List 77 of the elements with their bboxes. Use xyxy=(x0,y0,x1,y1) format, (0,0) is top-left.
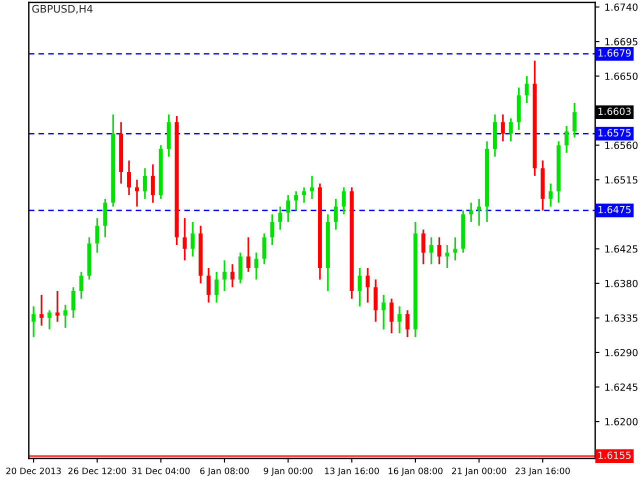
y-tick-label: 1.6740 xyxy=(605,3,638,11)
candlestick xyxy=(103,198,108,238)
candlestick xyxy=(572,102,577,138)
candlestick xyxy=(55,290,60,323)
ref-line-label: 1.6155 xyxy=(598,452,631,459)
x-tick-label: 6 Jan 08:00 xyxy=(200,468,249,476)
candlestick xyxy=(230,263,234,288)
candlestick xyxy=(190,221,195,258)
candlestick xyxy=(374,278,378,323)
candlestick xyxy=(310,175,314,200)
candlestick xyxy=(254,252,258,280)
candlestick xyxy=(142,167,147,200)
candlestick xyxy=(302,186,306,204)
candlestick xyxy=(278,206,282,230)
candlestick xyxy=(453,236,458,262)
x-tick-label: 13 Jan 16:00 xyxy=(325,468,379,476)
candlestick xyxy=(150,164,155,204)
candlestick xyxy=(286,194,290,223)
x-tick-label: 9 Jan 00:00 xyxy=(264,468,312,476)
candlestick xyxy=(246,236,250,273)
y-tick-label: 1.6650 xyxy=(605,72,638,80)
candlestick xyxy=(182,217,187,262)
candlestick xyxy=(127,160,132,196)
candlestick xyxy=(524,75,529,104)
candlestick xyxy=(294,190,298,212)
candlestick xyxy=(477,198,482,227)
ref-line-label: 1.6575 xyxy=(598,129,631,136)
candlestick xyxy=(342,186,346,216)
candlestick xyxy=(469,202,474,223)
candlestick xyxy=(238,252,242,284)
candlestick xyxy=(214,271,219,304)
y-tick-label: 1.6200 xyxy=(605,418,638,426)
candlestick xyxy=(366,267,370,304)
candlestick xyxy=(63,304,68,329)
candlestick xyxy=(405,309,410,338)
y-tick-label: 1.6515 xyxy=(605,176,638,184)
candlestick xyxy=(222,260,226,292)
candlestick xyxy=(135,178,139,208)
y-tick-label: 1.6695 xyxy=(605,38,638,46)
candlestick xyxy=(47,309,52,330)
x-tick-label: 31 Dec 04:00 xyxy=(132,468,190,474)
x-tick-label: 23 Jan 16:00 xyxy=(516,468,570,476)
candlestick xyxy=(390,298,394,334)
candlestick xyxy=(79,271,84,300)
candlestick xyxy=(398,306,402,334)
text: 1.6603 xyxy=(598,108,631,115)
candlestick xyxy=(334,198,338,230)
y-tick-label: 1.6425 xyxy=(605,245,638,253)
candlestick xyxy=(382,294,386,330)
candlestick xyxy=(32,306,36,338)
candlestick xyxy=(429,236,434,266)
y-tick-label: 1.6245 xyxy=(605,383,638,391)
x-tick-label: 16 Jan 08:00 xyxy=(388,468,443,476)
candlestick xyxy=(548,182,553,208)
candlestick xyxy=(95,217,100,254)
y-tick-label: 1.6335 xyxy=(605,314,638,322)
y-tick-label: 1.6560 xyxy=(605,142,638,150)
candlestick xyxy=(262,232,266,266)
y-tick-label: 1.6290 xyxy=(605,348,638,356)
candlestick xyxy=(40,294,44,326)
ref-line-label: 1.6475 xyxy=(598,206,631,214)
candlestick xyxy=(421,228,426,266)
candlestick xyxy=(358,267,362,308)
candlestick xyxy=(71,286,76,319)
candlestick xyxy=(270,213,274,246)
candlestick xyxy=(500,114,505,142)
candlestick xyxy=(508,117,513,142)
x-tick-label: 20 Dec 2013 xyxy=(6,468,61,474)
x-tick-label: 21 Jan 00:00 xyxy=(452,468,506,476)
x-tick-label: 26 Dec 12:00 xyxy=(68,468,126,474)
candlestick xyxy=(437,236,442,266)
candlestick xyxy=(206,267,211,304)
candlestick xyxy=(564,125,569,154)
ref-line-label: 1.6679 xyxy=(598,49,631,57)
y-tick-label: 1.6380 xyxy=(605,280,638,288)
chart-title: GBPUSD,H4 xyxy=(32,4,93,14)
candlestick xyxy=(445,244,450,269)
